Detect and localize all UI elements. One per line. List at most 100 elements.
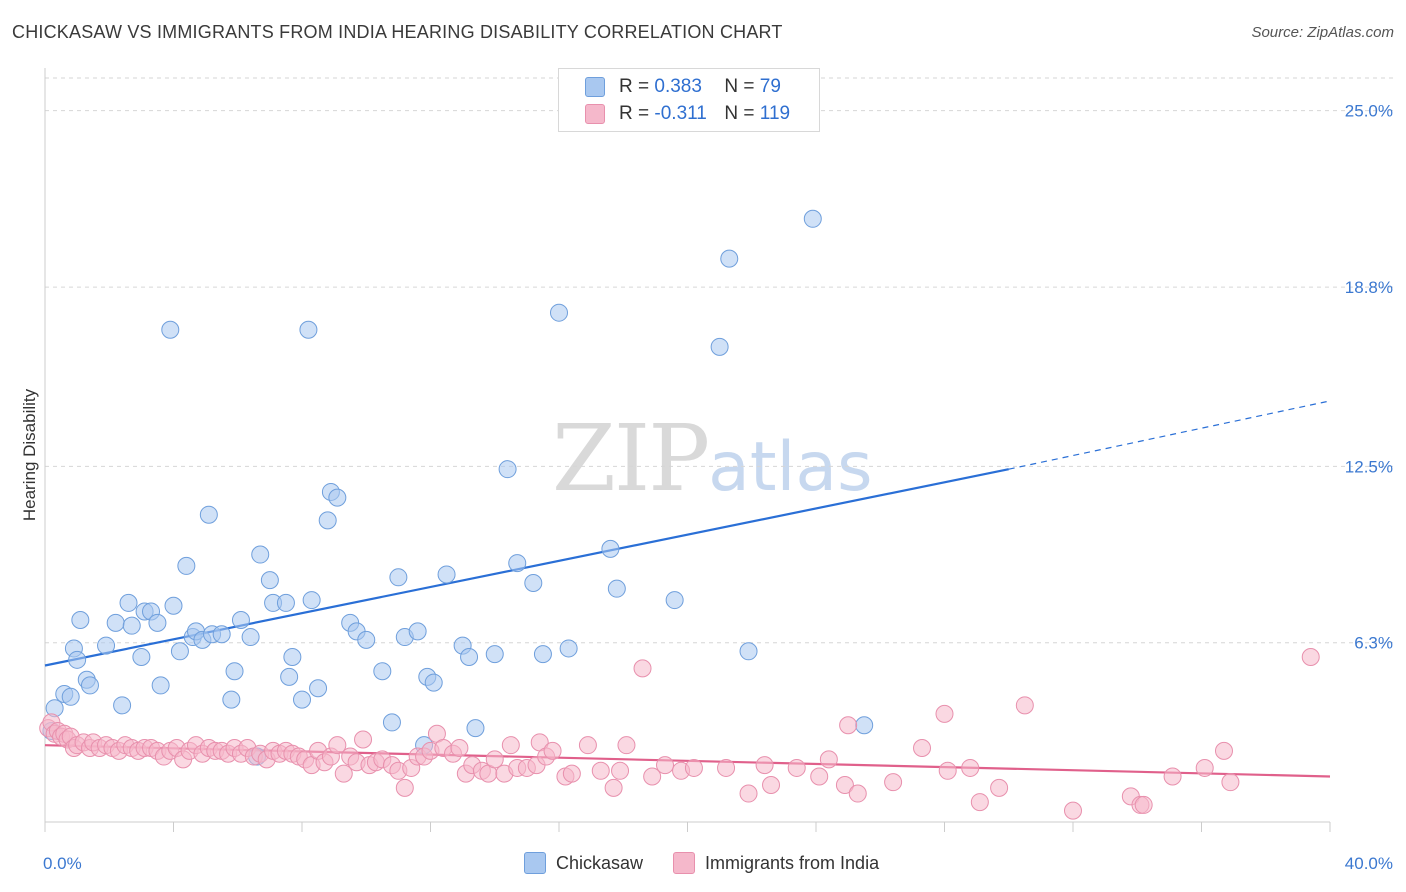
legend-row-india: R = -0.311 N = 119: [585, 101, 790, 127]
india-point: [1163, 767, 1182, 786]
chickasaw-trend-extension: [1008, 400, 1331, 470]
source-label: Source: ZipAtlas.com: [1251, 24, 1394, 41]
legend-swatch-india: [585, 104, 605, 124]
chickasaw-point: [328, 488, 347, 507]
india-point: [611, 761, 630, 780]
chickasaw-point: [302, 591, 321, 610]
chickasaw-point: [164, 596, 183, 615]
chickasaw-point: [148, 613, 167, 632]
tick-labels: 6.3% 12.5% 18.8% 25.0% 0.0% 40.0%: [43, 102, 1393, 873]
chart-title: CHICKASAW VS IMMIGRANTS FROM INDIA HEARI…: [12, 22, 783, 42]
chickasaw-point: [280, 667, 299, 686]
india-point: [1134, 795, 1153, 814]
legend-row-chickasaw: R = 0.383 N = 79: [585, 74, 781, 100]
watermark-atlas: atlas: [708, 428, 873, 507]
legend-n-label: N =: [724, 103, 755, 124]
india-point: [450, 739, 469, 758]
bottom-legend: Chickasaw Immigrants from India: [524, 852, 909, 874]
chickasaw-point: [132, 647, 151, 666]
chickasaw-point: [113, 696, 132, 715]
chickasaw-point: [855, 716, 874, 735]
india-point: [354, 730, 373, 749]
india-point: [604, 778, 623, 797]
data-points: [39, 209, 1320, 820]
chickasaw-point: [357, 630, 376, 649]
chickasaw-point: [382, 713, 401, 732]
chickasaw-point: [251, 545, 270, 564]
grid: [45, 77, 1395, 644]
india-point: [739, 784, 758, 803]
india-point: [543, 741, 562, 760]
chickasaw-point: [389, 568, 408, 587]
india-point: [591, 761, 610, 780]
chickasaw-point: [199, 505, 218, 524]
chickasaw-point: [524, 573, 543, 592]
chickasaw-point: [177, 556, 196, 575]
india-point: [328, 736, 347, 755]
india-point: [578, 736, 597, 755]
india-point: [810, 767, 829, 786]
trend-lines: [44, 400, 1331, 778]
india-point: [1015, 696, 1034, 715]
axes: [44, 68, 1331, 832]
india-point: [961, 758, 980, 777]
chickasaw-point: [151, 676, 170, 695]
chickasaw-point: [122, 616, 141, 635]
india-point: [1301, 647, 1320, 666]
india-point: [938, 761, 957, 780]
bottom-legend-swatch-chickasaw: [524, 852, 546, 874]
y-axis-label: Hearing Disability: [20, 388, 39, 521]
india-point: [848, 784, 867, 803]
india-point: [633, 659, 652, 678]
bottom-legend-chickasaw: Chickasaw: [524, 852, 643, 874]
india-point: [684, 758, 703, 777]
chickasaw-point: [309, 679, 328, 698]
india-point: [913, 739, 932, 758]
legend-r-label: R =: [619, 76, 650, 97]
chickasaw-point: [276, 593, 295, 612]
india-point: [819, 750, 838, 769]
india-point: [935, 704, 954, 723]
legend-n-label: N =: [724, 76, 755, 97]
chickasaw-point: [437, 565, 456, 584]
legend-n-value: 119: [759, 103, 791, 124]
chickasaw-point: [231, 610, 250, 629]
india-point: [1221, 773, 1240, 792]
india-point: [501, 736, 520, 755]
india-point: [970, 793, 989, 812]
india-point: [839, 716, 858, 735]
chickasaw-point: [71, 610, 90, 629]
india-point: [762, 776, 781, 795]
chickasaw-point: [373, 662, 392, 681]
chickasaw-point: [803, 209, 822, 228]
india-point: [617, 736, 636, 755]
india-point: [485, 750, 504, 769]
chickasaw-point: [460, 647, 479, 666]
chickasaw-point: [607, 579, 626, 598]
legend-r-value: 0.383: [654, 76, 702, 97]
india-point: [884, 773, 903, 792]
y-tick-label: 25.0%: [1345, 102, 1393, 121]
india-point: [656, 756, 675, 775]
chickasaw-point: [508, 554, 527, 573]
chickasaw-point: [485, 645, 504, 664]
india-point: [643, 767, 662, 786]
chickasaw-point: [80, 676, 99, 695]
x-tick-label: 0.0%: [43, 854, 82, 873]
x-tick-label: 40.0%: [1345, 854, 1393, 873]
bottom-legend-india: Immigrants from India: [673, 852, 879, 874]
watermark-zip: ZIP: [552, 405, 710, 512]
chickasaw-point: [720, 249, 739, 268]
india-point: [1214, 741, 1233, 760]
chickasaw-point: [260, 571, 279, 590]
y-tick-label: 12.5%: [1345, 457, 1393, 476]
chickasaw-point: [601, 539, 620, 558]
chickasaw-point: [68, 650, 87, 669]
india-point: [334, 764, 353, 783]
chickasaw-point: [241, 628, 260, 647]
watermark: ZIPatlas: [552, 405, 873, 512]
india-point: [787, 758, 806, 777]
chickasaw-point: [665, 591, 684, 610]
chickasaw-point: [318, 511, 337, 530]
